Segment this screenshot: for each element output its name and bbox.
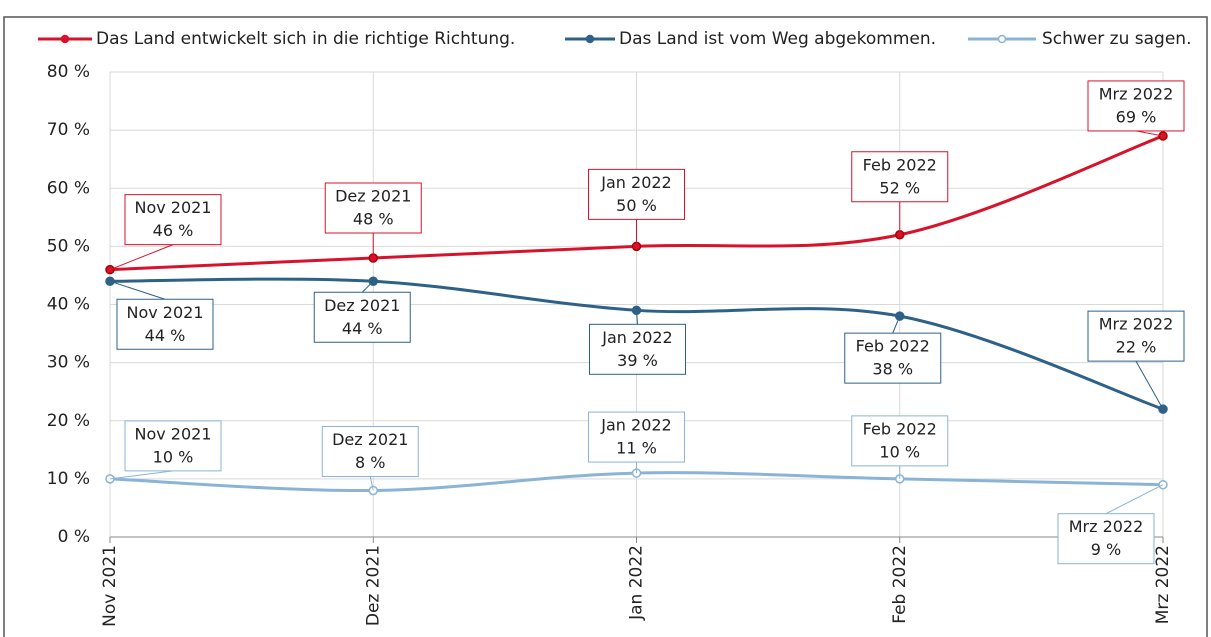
y-tick-label: 20 % [47, 411, 90, 431]
data-label: 22 % [1116, 338, 1157, 357]
legend-label: Das Land ist vom Weg abgekommen. [619, 29, 936, 49]
data-label-category: Feb 2022 [863, 155, 937, 174]
data-label: 69 % [1116, 107, 1157, 126]
data-label: 39 % [617, 351, 658, 370]
x-tick-label: Feb 2022 [890, 545, 910, 624]
callout-pointer [369, 476, 374, 491]
x-tick-label: Nov 2021 [100, 545, 120, 627]
y-tick-label: 0 % [58, 527, 90, 547]
callout-pointer [1105, 484, 1164, 515]
callout-box [1087, 310, 1185, 362]
x-tick-label: Jan 2022 [627, 545, 647, 621]
y-tick-label: 70 % [47, 120, 90, 140]
callout-pointer [1135, 130, 1164, 137]
callout-pointer [361, 280, 374, 293]
data-label-category: Feb 2022 [856, 337, 930, 356]
data-label-category: Feb 2022 [863, 419, 937, 438]
legend-label: Schwer zu sagen. [1042, 29, 1191, 49]
data-label: 48 % [353, 210, 394, 229]
data-label: 8 % [355, 453, 385, 472]
legend-label: Das Land entwickelt sich in die richtige… [96, 29, 515, 49]
legend-marker [585, 34, 595, 44]
data-label-category: Jan 2022 [600, 416, 671, 435]
data-label-category: Dez 2021 [332, 430, 408, 449]
data-label-category: Dez 2021 [335, 187, 411, 206]
callout-pointer [1135, 360, 1164, 410]
callout-box [321, 426, 419, 477]
data-label: 10 % [879, 442, 920, 461]
callout-pointer [636, 310, 638, 325]
data-label: 9 % [1091, 540, 1121, 559]
legend-marker [60, 34, 70, 44]
callout-box [116, 298, 214, 350]
data-label: 38 % [872, 360, 913, 379]
callout-box [844, 332, 942, 384]
callout-box [851, 415, 949, 467]
data-label-category: Nov 2021 [134, 198, 211, 217]
callout-box [313, 291, 411, 343]
callout-box [124, 194, 222, 246]
callout-box [1057, 513, 1155, 565]
data-label-category: Jan 2022 [601, 328, 672, 347]
callout-pointer [109, 244, 174, 271]
callout-box [589, 323, 686, 375]
data-label: 44 % [145, 326, 186, 345]
callout-box [588, 168, 685, 220]
data-label: 52 % [879, 178, 920, 197]
y-tick-label: 50 % [47, 236, 90, 256]
y-tick-label: 10 % [47, 469, 90, 489]
callout-box [1087, 80, 1185, 132]
data-label-category: Mrz 2022 [1099, 84, 1174, 103]
data-label-category: Mrz 2022 [1069, 517, 1144, 536]
data-label: 46 % [153, 221, 194, 240]
data-label: 44 % [342, 319, 383, 338]
callout-pointer [109, 470, 174, 480]
callout-pointer [892, 315, 901, 334]
callout-box [324, 182, 422, 234]
data-label-category: Nov 2021 [126, 303, 203, 322]
data-label-category: Mrz 2022 [1099, 315, 1174, 334]
y-tick-label: 30 % [47, 353, 90, 373]
y-tick-label: 40 % [47, 295, 90, 315]
callout-box [588, 411, 685, 463]
x-tick-label: Mrz 2022 [1153, 545, 1173, 624]
data-label-category: Jan 2022 [600, 173, 671, 192]
legend-marker [997, 34, 1007, 44]
data-label: 10 % [153, 447, 194, 466]
callout-box [851, 151, 949, 203]
y-tick-label: 80 % [47, 62, 90, 82]
data-label: 50 % [616, 196, 657, 215]
callout-box [124, 420, 222, 472]
y-tick-label: 60 % [47, 178, 90, 198]
x-tick-label: Dez 2021 [363, 545, 383, 626]
data-label-category: Nov 2021 [134, 424, 211, 443]
callout-pointer [109, 280, 166, 300]
data-label-category: Dez 2021 [324, 296, 400, 315]
data-label: 11 % [616, 439, 657, 458]
